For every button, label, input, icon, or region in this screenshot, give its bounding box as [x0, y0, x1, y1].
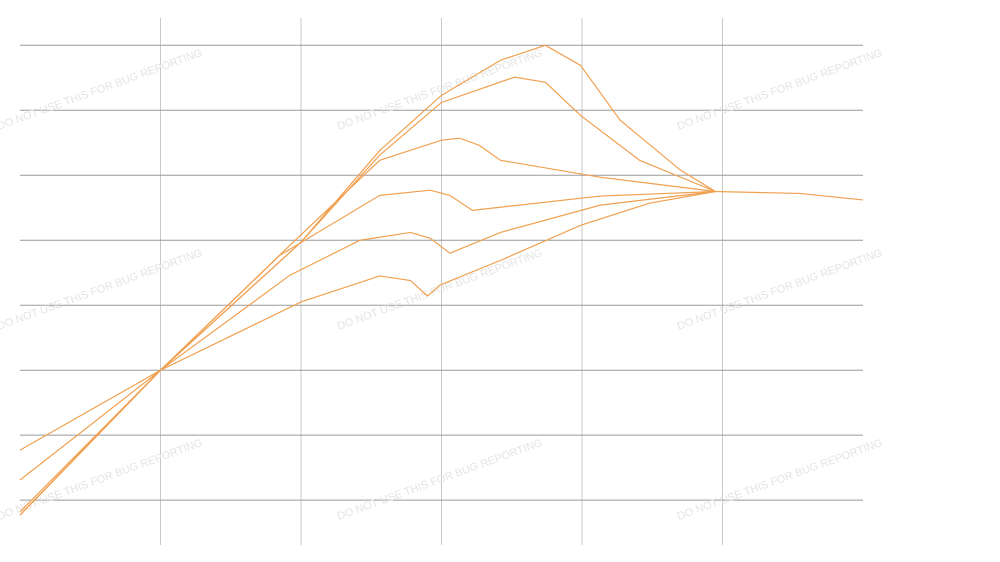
- watermark: DO NOT USE THIS FOR BUG REPORTING: [336, 247, 545, 333]
- watermark: DO NOT USE THIS FOR BUG REPORTING: [0, 437, 204, 523]
- watermark: DO NOT USE THIS FOR BUG REPORTING: [676, 247, 885, 333]
- watermark: DO NOT USE THIS FOR BUG REPORTING: [336, 437, 545, 523]
- line: [19, 190, 716, 516]
- line: [19, 189, 716, 451]
- line: [19, 190, 716, 513]
- watermark: DO NOT USE THIS FOR BUG REPORTING: [336, 47, 545, 133]
- line: [19, 76, 716, 516]
- watermark: DO NOT USE THIS FOR BUG REPORTING: [0, 47, 204, 133]
- watermark: DO NOT USE THIS FOR BUG REPORTING: [676, 437, 885, 523]
- watermark: DO NOT USE THIS FOR BUG REPORTING: [676, 47, 885, 133]
- watermark: DO NOT USE THIS FOR BUG REPORTING: [0, 247, 204, 333]
